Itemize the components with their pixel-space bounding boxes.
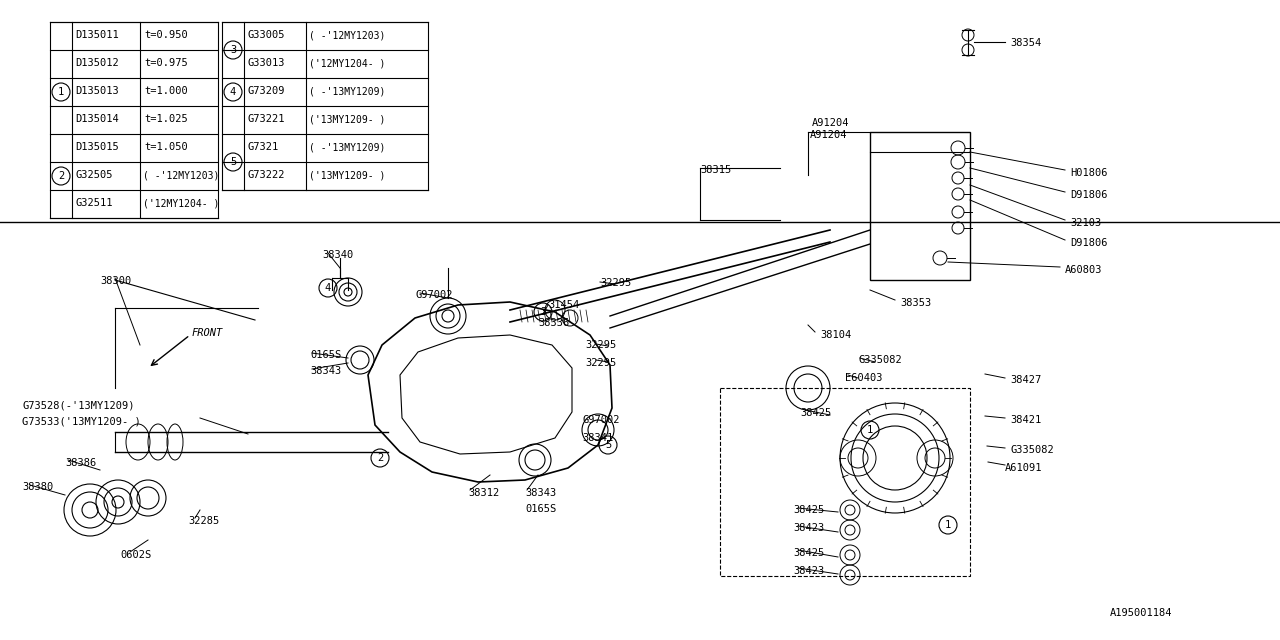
Text: 31454: 31454 [548, 300, 580, 310]
Text: ('12MY1204- ): ('12MY1204- ) [143, 198, 219, 208]
Text: 0165S: 0165S [525, 504, 557, 514]
Text: 32103: 32103 [1070, 218, 1101, 228]
Text: 38315: 38315 [700, 165, 731, 175]
Text: 38380: 38380 [22, 482, 54, 492]
Text: 38423: 38423 [794, 566, 824, 576]
Text: 1: 1 [945, 520, 951, 530]
Text: G97002: G97002 [582, 415, 620, 425]
Text: D91806: D91806 [1070, 238, 1107, 248]
Text: D91806: D91806 [1070, 190, 1107, 200]
Text: 38343: 38343 [310, 366, 342, 376]
Text: G73528(-'13MY1209): G73528(-'13MY1209) [22, 400, 134, 410]
Text: G97002: G97002 [415, 290, 453, 300]
Text: ( -'12MY1203): ( -'12MY1203) [308, 30, 385, 40]
Text: D135015: D135015 [76, 142, 119, 152]
Text: 38353: 38353 [900, 298, 932, 308]
Text: D135014: D135014 [76, 114, 119, 124]
Text: H01806: H01806 [1070, 168, 1107, 178]
Text: 38421: 38421 [1010, 415, 1041, 425]
Text: E60403: E60403 [845, 373, 882, 383]
Text: ( -'13MY1209): ( -'13MY1209) [308, 86, 385, 96]
Text: 0165S: 0165S [310, 350, 342, 360]
Text: D135012: D135012 [76, 58, 119, 68]
Text: G73222: G73222 [247, 170, 284, 180]
Text: G335082: G335082 [858, 355, 901, 365]
Text: 32295: 32295 [585, 358, 616, 368]
Text: 38340: 38340 [323, 250, 353, 260]
Text: ( -'12MY1203): ( -'12MY1203) [143, 170, 219, 180]
Text: 38104: 38104 [820, 330, 851, 340]
Text: G32511: G32511 [76, 198, 113, 208]
Text: 38300: 38300 [100, 276, 132, 286]
Text: 38423: 38423 [794, 523, 824, 533]
Bar [721, 388, 970, 576]
Text: 38312: 38312 [468, 488, 499, 498]
Text: G73209: G73209 [247, 86, 284, 96]
Text: t=1.025: t=1.025 [145, 114, 188, 124]
Text: ('12MY1204- ): ('12MY1204- ) [308, 58, 385, 68]
Text: 38341: 38341 [582, 433, 613, 443]
Text: 3: 3 [540, 307, 547, 317]
Text: 5: 5 [230, 157, 236, 167]
Text: ('13MY1209- ): ('13MY1209- ) [308, 114, 385, 124]
Text: A60803: A60803 [1065, 265, 1102, 275]
Text: 32295: 32295 [600, 278, 631, 288]
Text: 38425: 38425 [794, 505, 824, 515]
Text: 38336: 38336 [538, 318, 570, 328]
Text: A61091: A61091 [1005, 463, 1042, 473]
Text: 32285: 32285 [188, 516, 219, 526]
Text: t=1.000: t=1.000 [145, 86, 188, 96]
Text: G33013: G33013 [247, 58, 284, 68]
Text: G32505: G32505 [76, 170, 113, 180]
Text: 38386: 38386 [65, 458, 96, 468]
Text: 0602S: 0602S [120, 550, 151, 560]
Text: t=0.975: t=0.975 [145, 58, 188, 68]
Text: 2: 2 [376, 453, 383, 463]
Text: G73221: G73221 [247, 114, 284, 124]
Text: 4: 4 [230, 87, 236, 97]
Text: A195001184: A195001184 [1110, 608, 1172, 618]
Text: 5: 5 [605, 440, 611, 450]
Text: ('13MY1209- ): ('13MY1209- ) [308, 170, 385, 180]
Text: D135011: D135011 [76, 30, 119, 40]
Text: t=1.050: t=1.050 [145, 142, 188, 152]
Text: D135013: D135013 [76, 86, 119, 96]
Text: 4: 4 [325, 283, 332, 293]
Text: A91204: A91204 [812, 118, 850, 128]
Text: G73533('13MY1209- ): G73533('13MY1209- ) [22, 416, 141, 426]
Text: 38343: 38343 [525, 488, 557, 498]
Text: A91204: A91204 [810, 130, 847, 140]
Text: ( -'13MY1209): ( -'13MY1209) [308, 142, 385, 152]
Text: G335082: G335082 [1010, 445, 1053, 455]
Text: 3: 3 [230, 45, 236, 55]
Text: 1: 1 [58, 87, 64, 97]
Text: 38425: 38425 [800, 408, 831, 418]
Text: 2: 2 [58, 171, 64, 181]
Text: FRONT: FRONT [192, 328, 223, 338]
Text: 32295: 32295 [585, 340, 616, 350]
Text: 1: 1 [867, 425, 873, 435]
Text: G33005: G33005 [247, 30, 284, 40]
Bar [870, 132, 970, 280]
Text: 38427: 38427 [1010, 375, 1041, 385]
Text: t=0.950: t=0.950 [145, 30, 188, 40]
Text: 38425: 38425 [794, 548, 824, 558]
Text: 38354: 38354 [1010, 38, 1041, 48]
Text: G7321: G7321 [247, 142, 278, 152]
